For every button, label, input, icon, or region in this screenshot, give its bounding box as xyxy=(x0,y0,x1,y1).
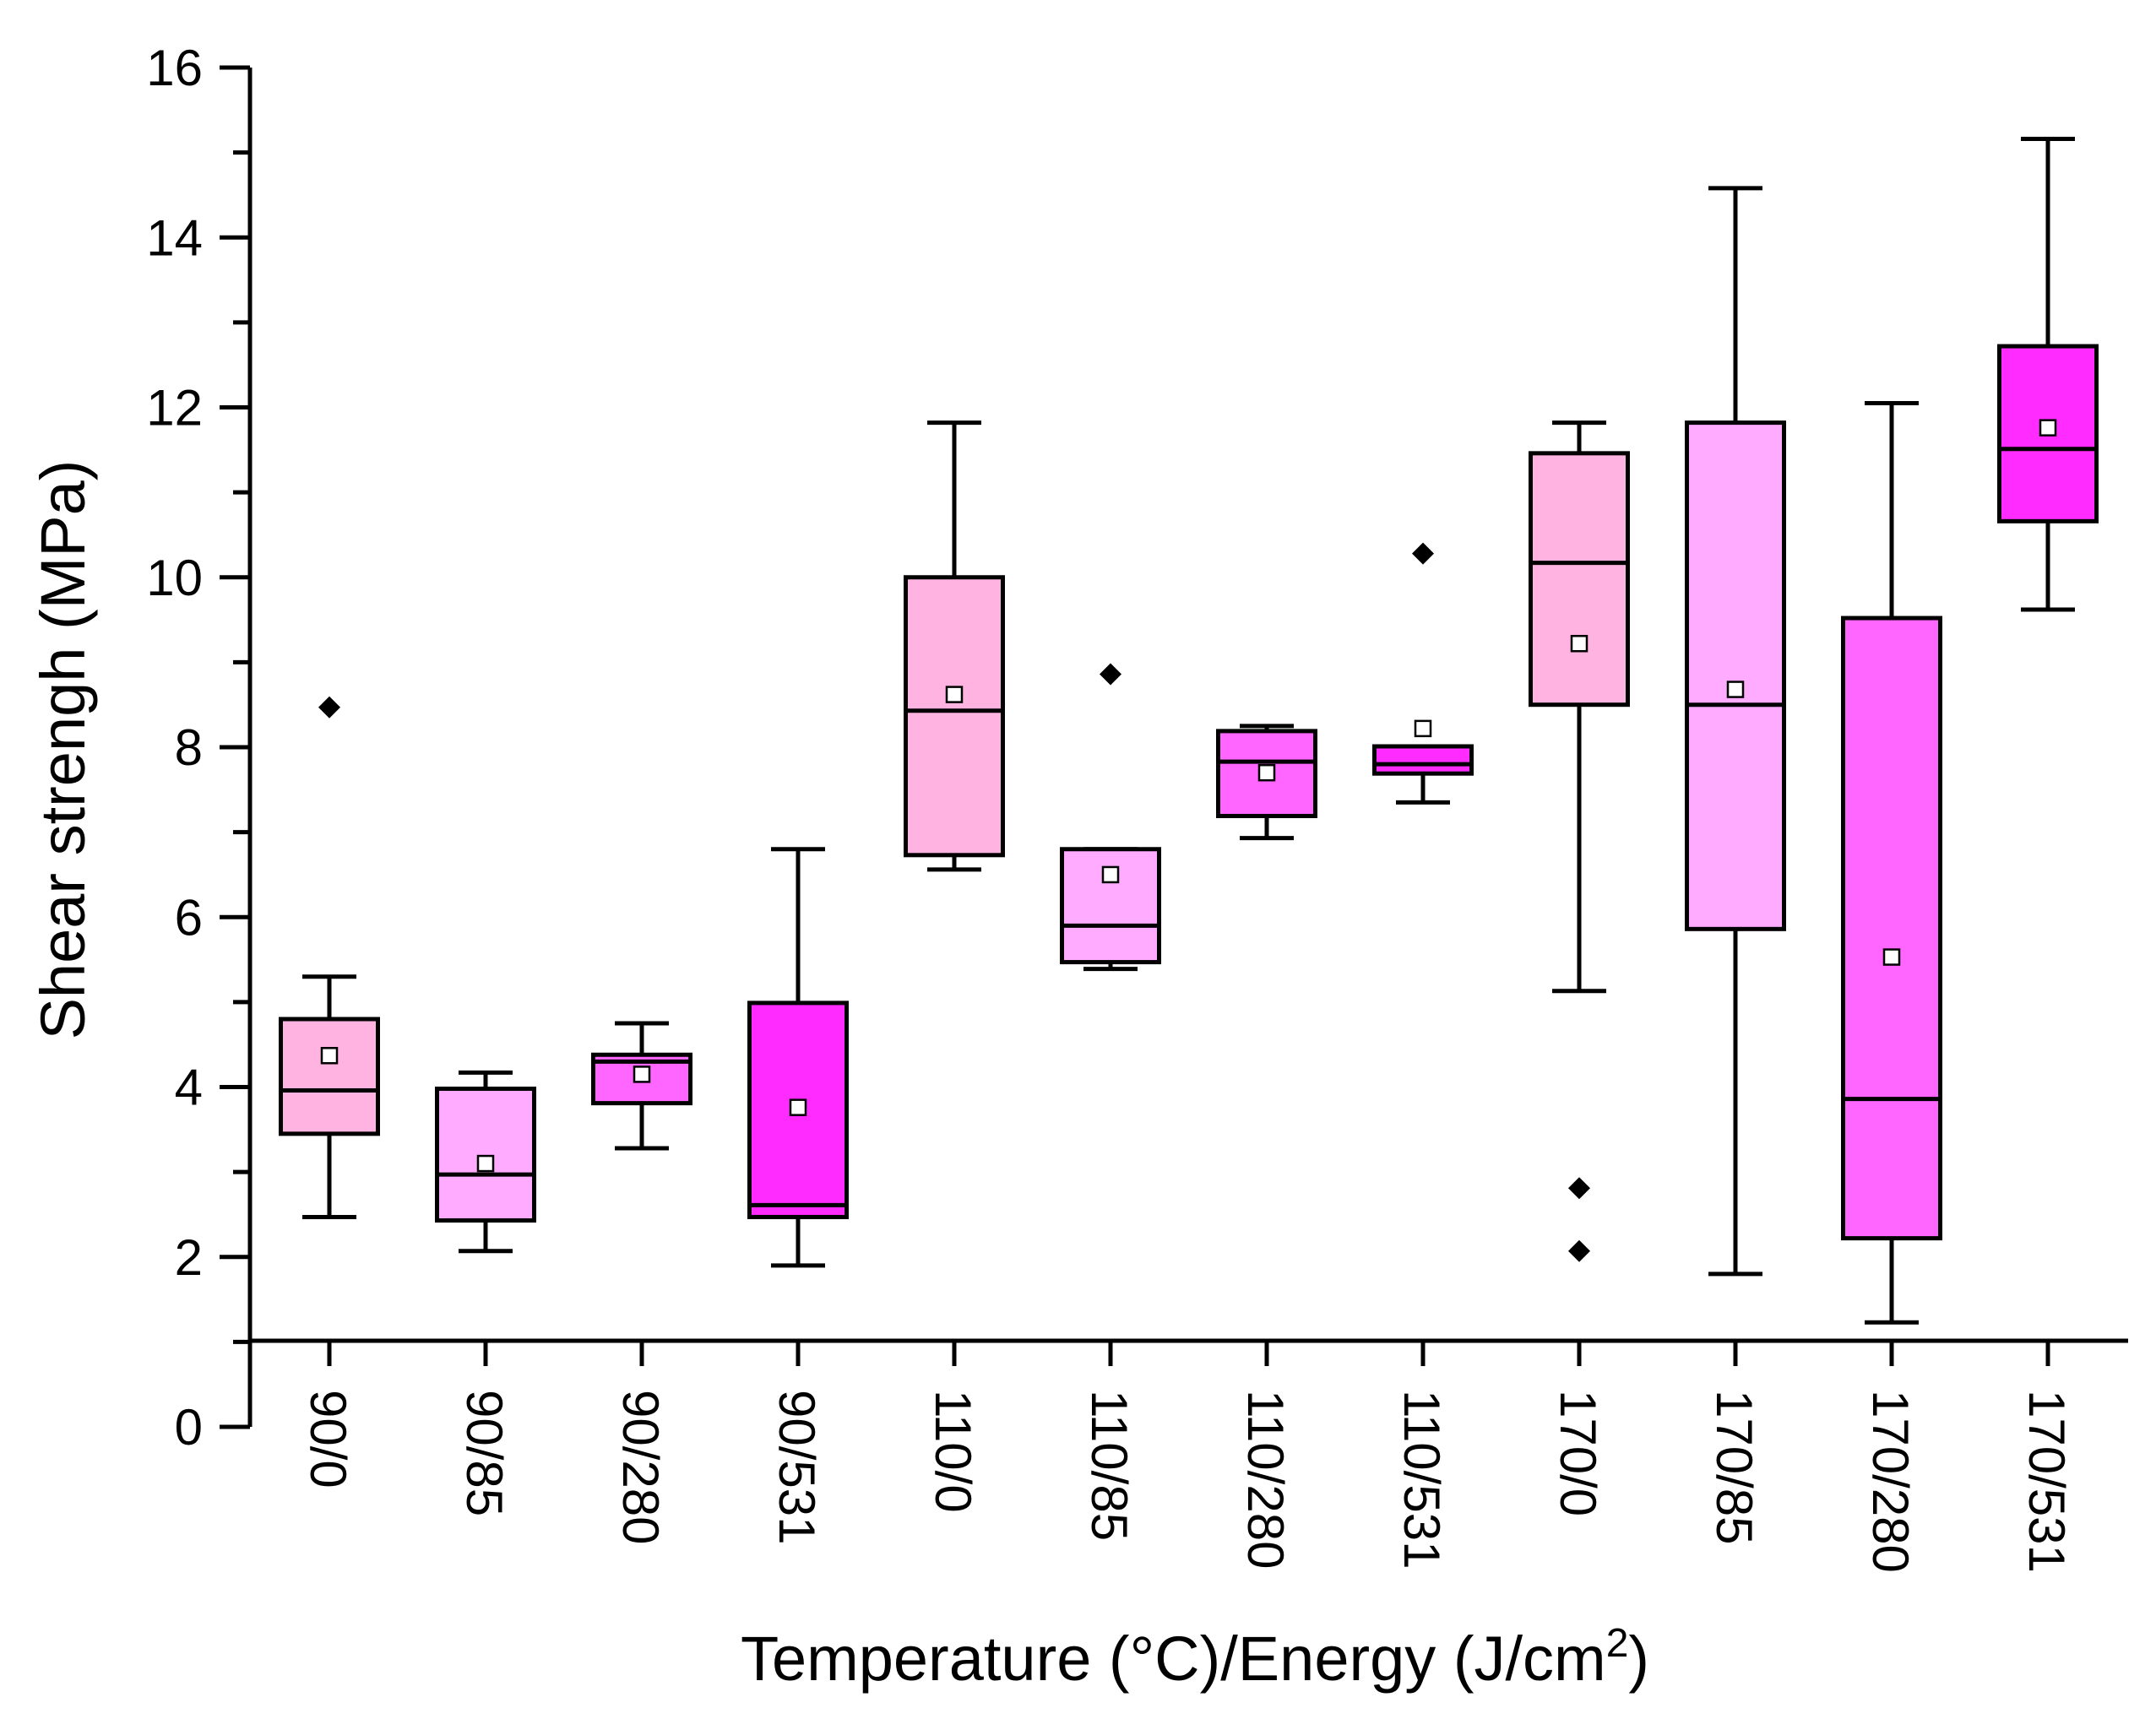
x-tick-label: 170/531 xyxy=(2018,1390,2075,1573)
x-tick-label: 110/85 xyxy=(1081,1390,1138,1541)
x-tick-label: 170/85 xyxy=(1706,1390,1762,1545)
box-iqr xyxy=(904,575,1005,858)
box-group-110-280 xyxy=(1216,724,1317,841)
outlier-point xyxy=(1100,663,1121,686)
outlier-point xyxy=(1568,1177,1590,1200)
y-tick-label: 16 xyxy=(146,40,203,96)
outlier-point xyxy=(318,696,340,719)
y-tick-labels: 0 2 4 6 8 10 12 14 16 xyxy=(146,40,203,1456)
mean-marker xyxy=(320,1047,339,1065)
mean-marker xyxy=(633,1066,651,1083)
y-tick-label: 12 xyxy=(146,380,203,437)
box-group-170-0 xyxy=(1529,420,1630,1262)
mean-marker xyxy=(1882,948,1901,966)
y-tick-label: 4 xyxy=(175,1060,203,1116)
box-iqr xyxy=(1685,420,1786,931)
box-group-170-85 xyxy=(1685,186,1786,1277)
outlier-point xyxy=(1568,1239,1590,1262)
y-tick-label: 8 xyxy=(175,719,203,776)
mean-marker xyxy=(476,1154,495,1173)
mean-marker xyxy=(789,1098,807,1116)
y-axis-title: Shear strengh (MPa) xyxy=(28,460,98,1040)
mean-marker xyxy=(2039,419,2057,437)
box-group-90-531 xyxy=(747,847,849,1268)
x-tick-label: 170/0 xyxy=(1550,1390,1606,1516)
box-group-90-0 xyxy=(279,696,380,1219)
y-tick-label: 2 xyxy=(175,1229,203,1286)
mean-marker xyxy=(1570,634,1588,653)
mean-marker xyxy=(1257,763,1276,782)
boxes-layer xyxy=(279,137,2099,1325)
mean-marker xyxy=(945,686,964,703)
x-axis-title-suffix: ) xyxy=(1628,1624,1649,1694)
box-iqr xyxy=(1841,615,1942,1241)
box-group-170-531 xyxy=(1997,137,2099,612)
x-tick-label: 110/280 xyxy=(1237,1390,1294,1569)
x-tick-label: 90/0 xyxy=(300,1390,356,1489)
box-group-110-531 xyxy=(1372,542,1474,805)
x-tick-label: 90/531 xyxy=(768,1390,825,1545)
x-tick-label: 110/0 xyxy=(925,1390,981,1513)
x-tick-label: 90/280 xyxy=(612,1390,669,1545)
x-axis-title-superscript: 2 xyxy=(1606,1621,1629,1666)
y-tick-label: 6 xyxy=(175,889,203,946)
mean-marker xyxy=(1726,681,1745,698)
box-iqr xyxy=(1372,744,1474,776)
x-tick-label: 90/85 xyxy=(456,1390,513,1516)
box-iqr xyxy=(435,1087,536,1223)
x-axis-title-main: Temperature (°C)/Energy (J/cm xyxy=(741,1624,1606,1694)
box-group-110-0 xyxy=(904,420,1005,872)
x-tick-labels: 90/0 90/85 90/280 90/531 110/0 110/85 110/280 1… xyxy=(300,1390,2075,1573)
box-group-90-85 xyxy=(435,1070,536,1254)
box-iqr xyxy=(279,1017,380,1136)
y-tick-label: 0 xyxy=(175,1399,203,1456)
x-tick-label: 110/531 xyxy=(1393,1390,1450,1569)
box-iqr xyxy=(1529,451,1630,708)
y-tick-label: 10 xyxy=(146,550,203,606)
box-group-170-280 xyxy=(1841,400,1942,1325)
outlier-point xyxy=(1412,542,1434,565)
x-tick-label: 170/280 xyxy=(1862,1390,1919,1573)
box-group-90-280 xyxy=(591,1021,692,1151)
box-group-110-85 xyxy=(1060,663,1161,972)
y-tick-label: 14 xyxy=(146,209,203,266)
x-axis-title: Temperature (°C)/Energy (J/cm2) xyxy=(741,1621,1649,1694)
mean-marker xyxy=(1101,865,1120,884)
mean-marker xyxy=(1414,719,1432,738)
axes xyxy=(220,65,2128,1429)
